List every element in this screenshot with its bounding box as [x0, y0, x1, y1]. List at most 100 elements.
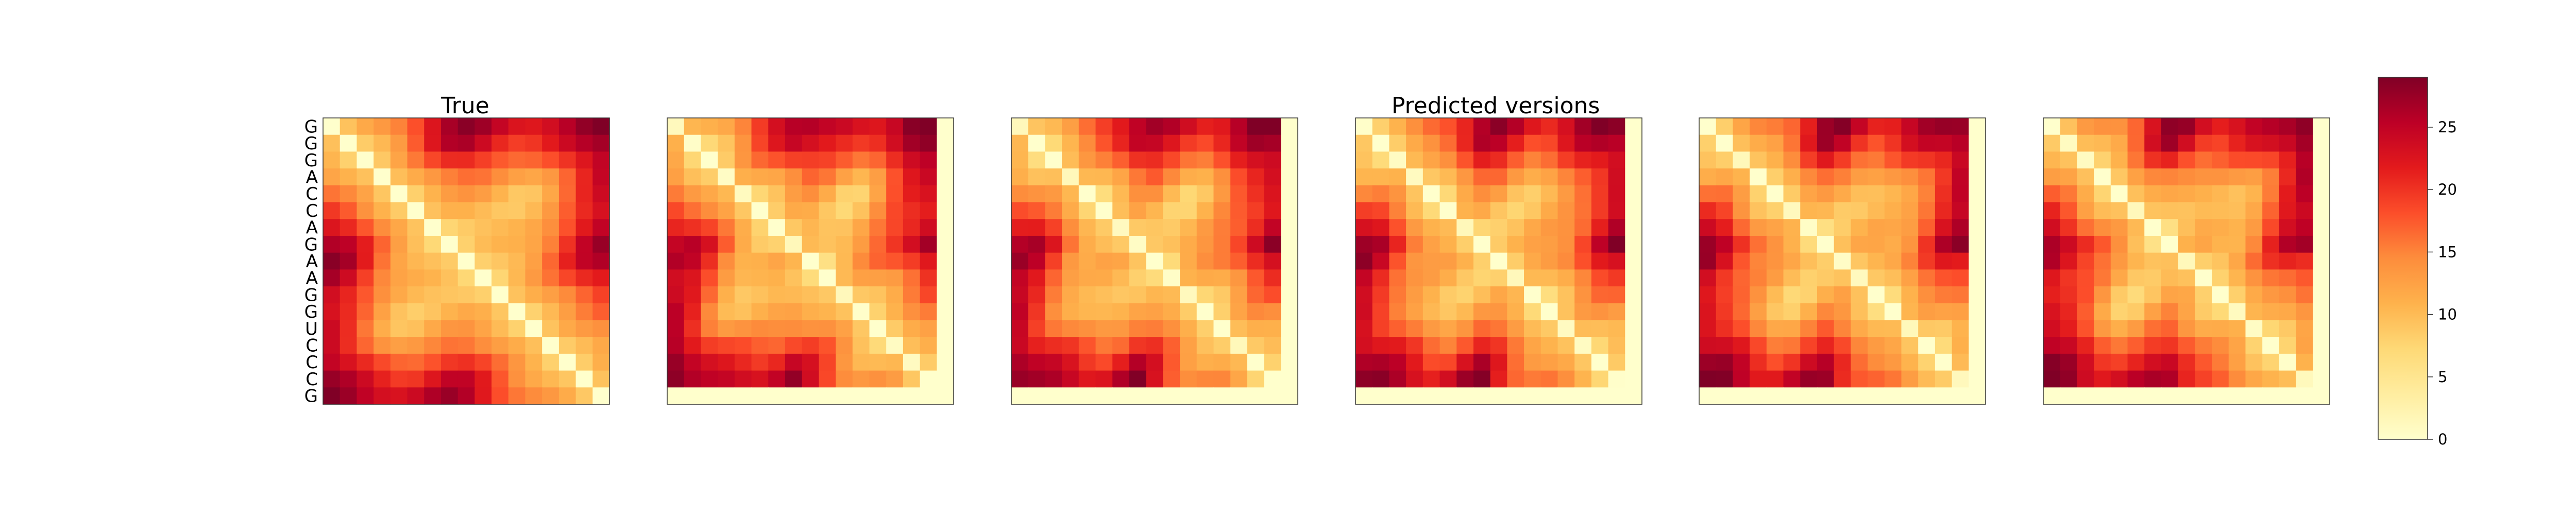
heatmap-cell [508, 185, 526, 203]
heatmap-cell [1062, 219, 1079, 236]
heatmap-cell [684, 252, 702, 270]
heatmap-cell [1884, 168, 1902, 186]
heatmap-cell [852, 387, 870, 405]
heatmap-cell [1540, 320, 1558, 337]
heatmap-cell [1901, 252, 1919, 270]
heatmap-cell [1062, 303, 1079, 321]
heatmap-cell [2077, 269, 2094, 287]
heatmap-cell [2127, 235, 2145, 253]
heatmap-cell [819, 353, 836, 371]
heatmap-cell [2262, 337, 2280, 354]
heatmap-cell [374, 151, 391, 169]
heatmap-cell [1372, 168, 1390, 186]
heatmap-cell [407, 370, 425, 388]
heatmap-cell [1196, 151, 1214, 169]
heatmap-cell [2060, 252, 2078, 270]
heatmap-cell [1851, 168, 1868, 186]
heatmap-cell [575, 118, 593, 135]
heatmap-cell [1969, 370, 1986, 388]
heatmap-cell [1901, 235, 1919, 253]
heatmap-cell [2094, 134, 2111, 152]
heatmap-cell [390, 185, 408, 203]
heatmap-cell [592, 118, 610, 135]
heatmap-cell [1935, 219, 1953, 236]
heatmap-cell [508, 151, 526, 169]
heatmap-cell [1490, 235, 1507, 253]
heatmap-cell [1884, 134, 1902, 152]
heatmap-cell [1045, 320, 1062, 337]
heatmap-cell [440, 118, 459, 135]
heatmap-cell [1800, 219, 1818, 236]
heatmap-cell [508, 269, 526, 287]
heatmap-cell [2161, 303, 2179, 321]
heatmap-cell [1800, 185, 1818, 203]
heatmap-cell [407, 202, 425, 219]
heatmap-cell [1439, 219, 1457, 236]
heatmap-cell [2296, 151, 2313, 169]
heatmap-cell [869, 235, 887, 253]
heatmap-cell [1625, 219, 1642, 236]
heatmap-cell [1078, 185, 1096, 203]
heatmap-cell [2161, 235, 2179, 253]
heatmap-cell [2110, 320, 2128, 337]
heatmap-cell [768, 320, 786, 337]
heatmap-cell [819, 202, 836, 219]
heatmap-cell [1281, 235, 1298, 253]
heatmap-cell [1146, 320, 1163, 337]
heatmap-cell [1473, 202, 1491, 219]
heatmap-cell [751, 151, 769, 169]
heatmap-cell [1699, 151, 1717, 169]
heatmap-cell [1750, 219, 1767, 236]
heatmap-cell [508, 219, 526, 236]
heatmap-cell [1834, 320, 1851, 337]
heatmap-cell [937, 337, 954, 354]
heatmap-cell [2060, 151, 2078, 169]
heatmap-cell [1490, 370, 1507, 388]
heatmap-cell [1129, 118, 1147, 135]
heatmap-cell [323, 202, 341, 219]
heatmap-cell [1264, 118, 1281, 135]
heatmap-cell [592, 219, 610, 236]
heatmap-cell [1766, 387, 1784, 405]
heatmap-cell [1146, 134, 1163, 152]
heatmap-cell [734, 387, 752, 405]
heatmap-cell [2245, 118, 2263, 135]
heatmap-cell [886, 286, 904, 304]
heatmap-cell [558, 353, 577, 371]
heatmap-cell [684, 235, 702, 253]
heatmap-cell [1952, 235, 1969, 253]
heatmap-cell [542, 118, 560, 135]
heatmap-cell [802, 168, 819, 186]
heatmap-cell [1196, 286, 1214, 304]
heatmap-cell [508, 370, 526, 388]
heatmap-cell [1389, 337, 1406, 354]
heatmap-cell [869, 151, 887, 169]
heatmap-cell [1230, 286, 1248, 304]
heatmap-cell [1196, 118, 1214, 135]
heatmap-cell [2212, 387, 2229, 405]
heatmap-cell [1095, 151, 1113, 169]
heatmap-cell [1129, 252, 1147, 270]
heatmap-cell [1524, 286, 1541, 304]
heatmap-cell [1574, 269, 1592, 287]
heatmap-cell [1557, 202, 1575, 219]
heatmap-cell [1935, 235, 1953, 253]
heatmap-cell [474, 387, 492, 405]
heatmap-cell [920, 219, 937, 236]
heatmap-cell [903, 269, 921, 287]
heatmap-cell [667, 252, 685, 270]
heatmap-cell [2195, 219, 2212, 236]
heatmap-cell [869, 202, 887, 219]
heatmap-cell [492, 303, 509, 321]
heatmap-cell [1422, 269, 1440, 287]
heatmap-cell [525, 219, 543, 236]
heatmap-cell [1028, 370, 1046, 388]
heatmap-cell [1851, 337, 1868, 354]
heatmap-cell [937, 134, 954, 152]
heatmap-cell [1264, 370, 1281, 388]
heatmap-cell [802, 286, 819, 304]
heatmap-cell [2195, 134, 2212, 152]
heatmap-cell [1884, 353, 1902, 371]
heatmap-cell [1196, 235, 1214, 253]
heatmap-cell [920, 118, 937, 135]
